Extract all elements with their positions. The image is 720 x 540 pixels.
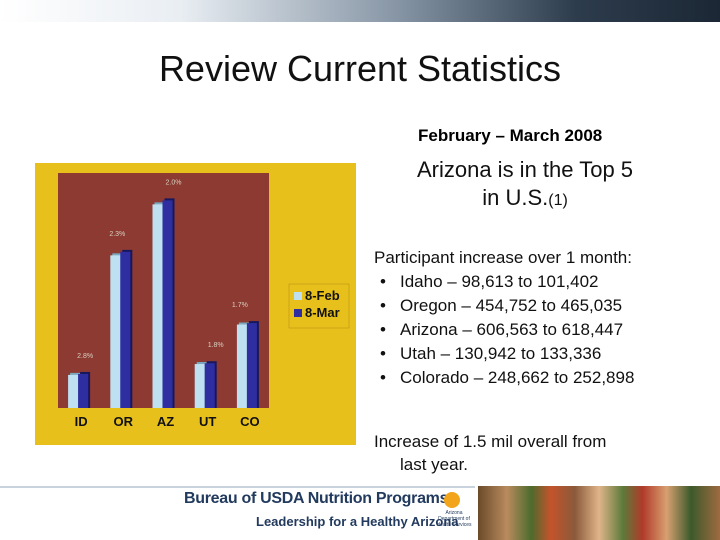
slide-title: Review Current Statistics (158, 48, 562, 89)
bar-8-Feb (194, 364, 205, 408)
sun-icon (444, 492, 460, 508)
stats-item: • Colorado – 248,662 to 252,898 (374, 366, 634, 390)
bar-8-Mar (246, 323, 257, 408)
bar-8-Feb (236, 324, 247, 408)
data-label: 1.8% (208, 342, 224, 349)
stats-item-text: Oregon – 454,752 to 465,035 (400, 296, 623, 315)
bar-chart-panel: ID 2.8% OR 2.3% AZ 2.0% UT 1.8% CO 1.7% 8-Feb 8-Mar (35, 163, 356, 445)
stats-heading: Participant increase over 1 month: (374, 248, 632, 267)
summary-line-1: Increase of 1.5 mil overall from (374, 432, 607, 451)
bullet-glyph: • (380, 296, 386, 315)
footer-divider (0, 486, 475, 488)
bar-8-Feb (152, 204, 163, 408)
stats-item-text: Utah – 130,942 to 133,336 (400, 344, 602, 363)
stats-item: • Idaho – 98,613 to 101,402 (374, 270, 634, 294)
stats-list: • Idaho – 98,613 to 101,402 • Oregon – 454… (374, 270, 634, 390)
x-tick-label: UT (199, 414, 216, 429)
footer-tagline: Leadership for a Healthy Arizona (256, 514, 459, 529)
bar-8-Feb (68, 374, 79, 408)
bar-8-Mar (162, 200, 173, 408)
bullet-glyph: • (380, 320, 386, 339)
slide-subtitle: February – March 2008 (418, 126, 603, 145)
legend-swatch (294, 309, 302, 317)
bar-8-Mar (78, 373, 89, 408)
bullet-glyph: • (380, 344, 386, 363)
legend-label: 8-Feb (305, 288, 340, 303)
stats-item: • Arizona – 606,563 to 618,447 (374, 318, 634, 342)
dept-logo-text: Arizona Department of Health Services (436, 510, 472, 528)
footer-org-name: Bureau of USDA Nutrition Programs (184, 490, 449, 507)
stats-item-text: Colorado – 248,662 to 252,898 (400, 368, 635, 387)
bar-8-Mar (204, 363, 215, 408)
stats-item: • Utah – 130,942 to 133,336 (374, 342, 634, 366)
headline: Arizona is in the Top 5 in U.S.(1) (412, 156, 638, 215)
legend-box (288, 283, 350, 329)
data-label: 2.0% (166, 179, 182, 186)
summary-line-2: last year. (400, 455, 469, 474)
headline-text: Arizona is in the Top 5 in U.S. (416, 157, 634, 210)
bullet-glyph: • (380, 272, 386, 291)
x-tick-label: AZ (157, 414, 174, 429)
headline-footnote: (1) (548, 192, 568, 209)
data-label: 1.7% (232, 302, 248, 309)
data-label: 2.3% (109, 231, 125, 238)
dept-logo: Arizona Department of Health Services (432, 490, 472, 530)
stats-item: • Oregon – 454,752 to 465,035 (374, 294, 634, 318)
photo-strip (478, 486, 720, 540)
bullet-glyph: • (380, 368, 386, 387)
stats-item-text: Idaho – 98,613 to 101,402 (400, 272, 599, 291)
data-label: 2.8% (77, 353, 93, 360)
x-tick-label: ID (75, 414, 88, 429)
participant-stats: Participant increase over 1 month: • Idah… (374, 246, 634, 390)
stats-item-text: Arizona – 606,563 to 618,447 (400, 320, 624, 339)
summary-text: Increase of 1.5 mil overall from last ye… (374, 430, 674, 476)
x-tick-label: OR (114, 414, 134, 429)
bar-8-Feb (110, 255, 121, 408)
bar-8-Mar (120, 251, 131, 408)
top-gradient-bar (0, 0, 720, 22)
legend-label: 8-Mar (305, 305, 340, 320)
x-tick-label: CO (240, 414, 260, 429)
legend-swatch (294, 292, 302, 300)
bar-chart: ID 2.8% OR 2.3% AZ 2.0% UT 1.8% CO 1.7% 8-Feb 8-Mar (58, 173, 350, 429)
